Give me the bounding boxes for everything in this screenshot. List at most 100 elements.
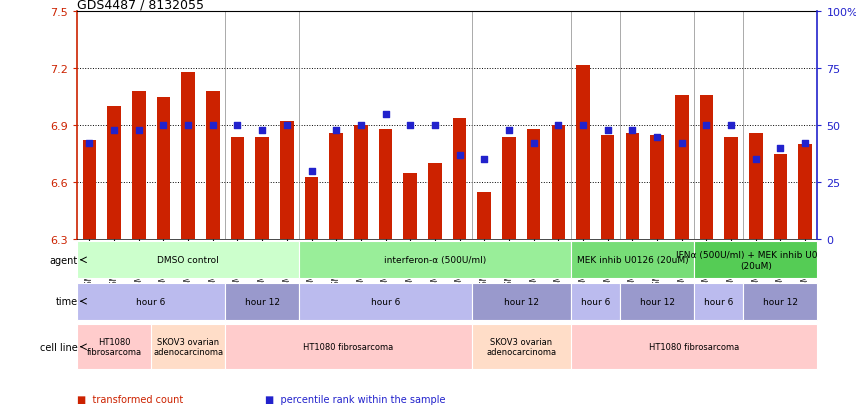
Bar bbox=[225, 283, 300, 320]
Point bbox=[157, 123, 170, 129]
Text: time: time bbox=[56, 297, 78, 306]
Bar bbox=[453, 119, 467, 240]
Bar bbox=[478, 192, 491, 240]
Bar bbox=[472, 325, 571, 369]
Point bbox=[626, 127, 639, 134]
Point bbox=[724, 123, 738, 129]
Bar bbox=[305, 177, 318, 240]
Bar bbox=[230, 137, 244, 240]
Bar bbox=[571, 283, 620, 320]
Point bbox=[330, 127, 343, 134]
Point bbox=[82, 141, 96, 147]
Bar bbox=[774, 154, 788, 240]
Text: hour 12: hour 12 bbox=[639, 297, 675, 306]
Point bbox=[699, 123, 713, 129]
Text: MEK inhib U0126 (20uM): MEK inhib U0126 (20uM) bbox=[577, 256, 688, 265]
Bar bbox=[576, 65, 590, 240]
Point bbox=[799, 141, 812, 147]
Text: hour 12: hour 12 bbox=[763, 297, 798, 306]
Bar bbox=[157, 97, 170, 240]
Bar bbox=[551, 126, 565, 240]
Bar bbox=[626, 133, 639, 240]
Bar bbox=[330, 133, 343, 240]
Point bbox=[526, 141, 540, 147]
Text: HT1080 fibrosarcoma: HT1080 fibrosarcoma bbox=[649, 342, 740, 351]
Bar bbox=[651, 135, 664, 240]
Text: SKOV3 ovarian
adenocarcinoma: SKOV3 ovarian adenocarcinoma bbox=[153, 337, 223, 356]
Bar bbox=[724, 137, 738, 240]
Point bbox=[453, 152, 467, 159]
Point bbox=[132, 127, 146, 134]
Text: cell line: cell line bbox=[39, 342, 78, 352]
Bar bbox=[354, 126, 368, 240]
Point bbox=[305, 168, 318, 175]
Point bbox=[181, 123, 195, 129]
Bar bbox=[699, 96, 713, 240]
Bar bbox=[107, 107, 121, 240]
Point bbox=[428, 123, 442, 129]
Point bbox=[774, 145, 788, 152]
Text: ■  transformed count: ■ transformed count bbox=[77, 394, 183, 404]
Bar bbox=[151, 325, 225, 369]
Text: IFNα (500U/ml) + MEK inhib U0126
(20uM): IFNα (500U/ml) + MEK inhib U0126 (20uM) bbox=[676, 251, 835, 270]
Point bbox=[576, 123, 590, 129]
Bar bbox=[378, 130, 392, 240]
Point bbox=[551, 123, 565, 129]
Text: interferon-α (500U/ml): interferon-α (500U/ml) bbox=[383, 256, 486, 265]
Bar bbox=[280, 122, 294, 240]
Text: ■  percentile rank within the sample: ■ percentile rank within the sample bbox=[265, 394, 446, 404]
Bar bbox=[799, 145, 812, 240]
Bar bbox=[743, 283, 817, 320]
Point bbox=[651, 134, 664, 140]
Point bbox=[403, 123, 417, 129]
Bar bbox=[300, 283, 472, 320]
Point bbox=[354, 123, 368, 129]
Point bbox=[601, 127, 615, 134]
Text: HT1080 fibrosarcoma: HT1080 fibrosarcoma bbox=[303, 342, 394, 351]
Bar bbox=[225, 325, 472, 369]
Point bbox=[502, 127, 516, 134]
Bar bbox=[749, 133, 763, 240]
Bar bbox=[132, 92, 146, 240]
Bar bbox=[77, 242, 300, 279]
Bar bbox=[571, 242, 694, 279]
Text: agent: agent bbox=[50, 255, 78, 265]
Bar bbox=[694, 283, 743, 320]
Bar bbox=[472, 283, 571, 320]
Point bbox=[206, 123, 220, 129]
Text: hour 6: hour 6 bbox=[580, 297, 610, 306]
Bar bbox=[300, 242, 571, 279]
Point bbox=[378, 111, 392, 118]
Text: hour 6: hour 6 bbox=[704, 297, 734, 306]
Bar bbox=[502, 137, 516, 240]
Text: DMSO control: DMSO control bbox=[158, 256, 219, 265]
Bar bbox=[181, 73, 195, 240]
Bar bbox=[428, 164, 442, 240]
Point bbox=[749, 157, 763, 163]
Text: GDS4487 / 8132055: GDS4487 / 8132055 bbox=[77, 0, 204, 11]
Bar bbox=[601, 135, 615, 240]
Bar bbox=[526, 130, 540, 240]
Bar bbox=[82, 141, 96, 240]
Text: hour 12: hour 12 bbox=[504, 297, 538, 306]
Text: HT1080
fibrosarcoma: HT1080 fibrosarcoma bbox=[86, 337, 141, 356]
Text: hour 6: hour 6 bbox=[371, 297, 401, 306]
Point bbox=[280, 123, 294, 129]
Point bbox=[675, 141, 688, 147]
Bar bbox=[694, 242, 817, 279]
Bar bbox=[77, 283, 225, 320]
Bar bbox=[77, 325, 151, 369]
Point bbox=[478, 157, 491, 163]
Point bbox=[255, 127, 269, 134]
Point bbox=[230, 123, 244, 129]
Bar bbox=[206, 92, 220, 240]
Text: SKOV3 ovarian
adenocarcinoma: SKOV3 ovarian adenocarcinoma bbox=[486, 337, 556, 356]
Bar bbox=[620, 283, 694, 320]
Bar bbox=[403, 173, 417, 240]
Point bbox=[107, 127, 121, 134]
Text: hour 12: hour 12 bbox=[245, 297, 280, 306]
Bar bbox=[255, 137, 269, 240]
Bar bbox=[571, 325, 817, 369]
Bar bbox=[675, 96, 688, 240]
Text: hour 6: hour 6 bbox=[136, 297, 166, 306]
